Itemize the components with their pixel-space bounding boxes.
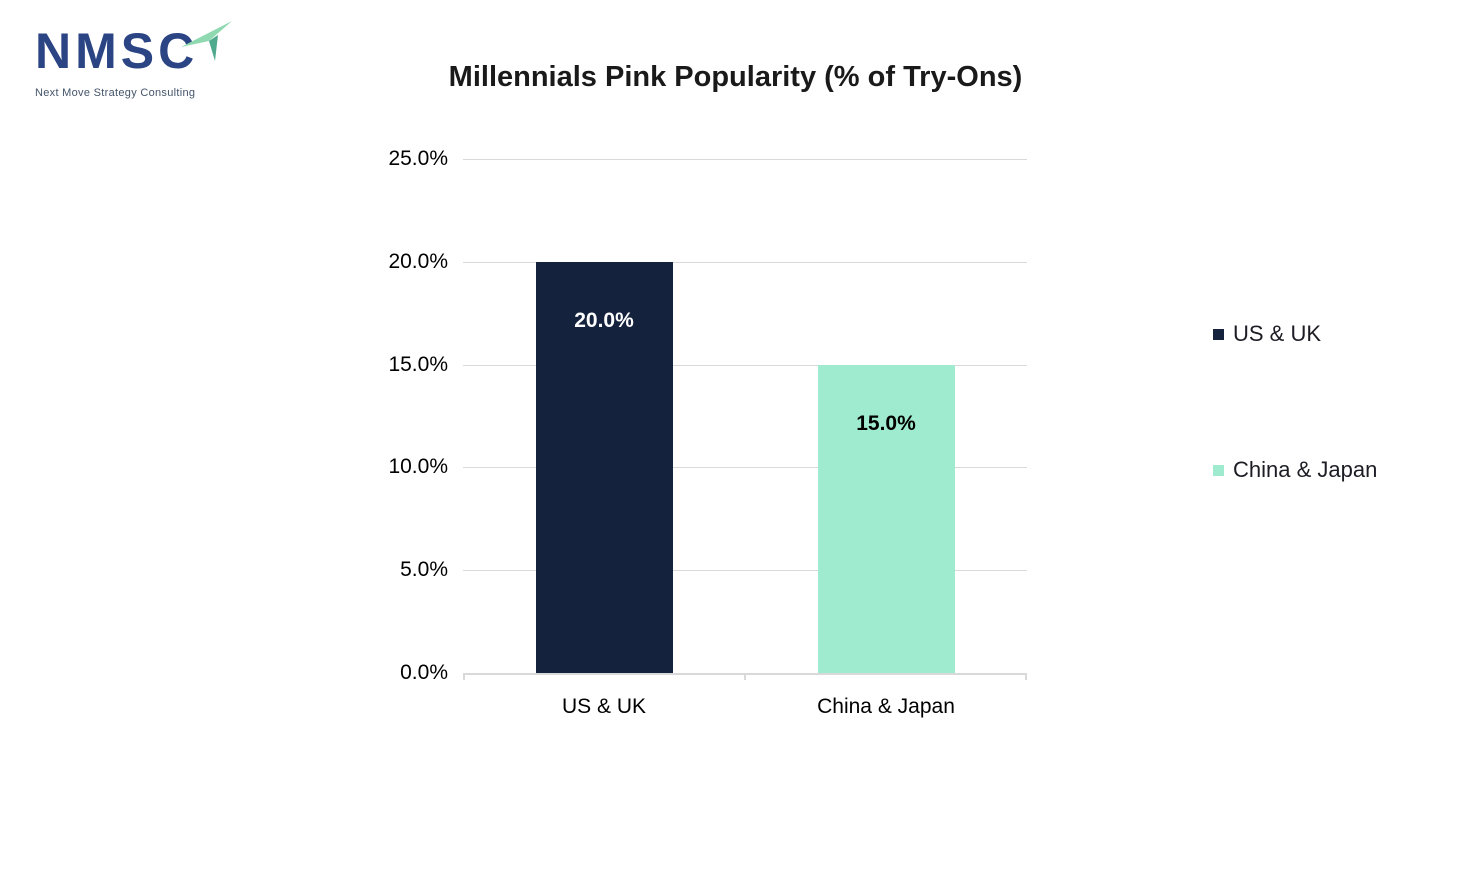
legend-swatch: [1213, 464, 1224, 476]
ytick-label: 5.0%: [400, 558, 448, 582]
xtick-label: China & Japan: [817, 695, 955, 718]
bar-data-label: 20.0%: [574, 308, 634, 332]
nmsc-logo: NMSC Next Move Strategy Consulting: [35, 18, 265, 99]
gridline: [463, 364, 1027, 366]
ytick-label: 10.0%: [388, 455, 448, 479]
bar: 20.0%: [535, 261, 673, 673]
plot-area: 20.0% 15.0%: [463, 159, 1027, 680]
logo-tagline: Next Move Strategy Consulting: [35, 87, 196, 99]
gridline: [463, 467, 1027, 469]
axis-tick: [1025, 673, 1027, 680]
legend-label: US & UK: [1233, 321, 1322, 346]
ytick-label: 0.0%: [400, 661, 448, 684]
paper-plane-icon: [181, 21, 232, 61]
gridline: [463, 261, 1027, 263]
logo-row: NMSC: [35, 18, 265, 84]
ytick-label: 20.0%: [388, 249, 448, 273]
ytick-label: 15.0%: [388, 352, 448, 376]
legend: US & UK China & Japan: [1213, 321, 1433, 593]
legend-swatch: [1213, 328, 1224, 340]
gridline: [463, 159, 1027, 160]
xtick-label: US & UK: [561, 695, 647, 718]
legend-label: China & Japan: [1233, 457, 1378, 482]
legend-item: US & UK: [1213, 321, 1433, 347]
ytick-label: 25.0%: [388, 147, 448, 170]
legend-item: China & Japan: [1213, 457, 1433, 483]
bar: 15.0%: [817, 364, 955, 673]
logo-text: NMSC: [35, 23, 199, 79]
gridline: [463, 570, 1027, 572]
bar-data-label: 15.0%: [856, 411, 916, 435]
axis-tick: [744, 673, 746, 680]
axis-tick: [463, 673, 465, 680]
y-axis-labels: 0.0% 5.0% 10.0% 15.0% 20.0% 25.0%: [340, 147, 448, 684]
chart-title: Millennials Pink Popularity (% of Try-On…: [448, 61, 1023, 93]
x-axis-labels: US & UK China & Japan: [463, 694, 1027, 724]
